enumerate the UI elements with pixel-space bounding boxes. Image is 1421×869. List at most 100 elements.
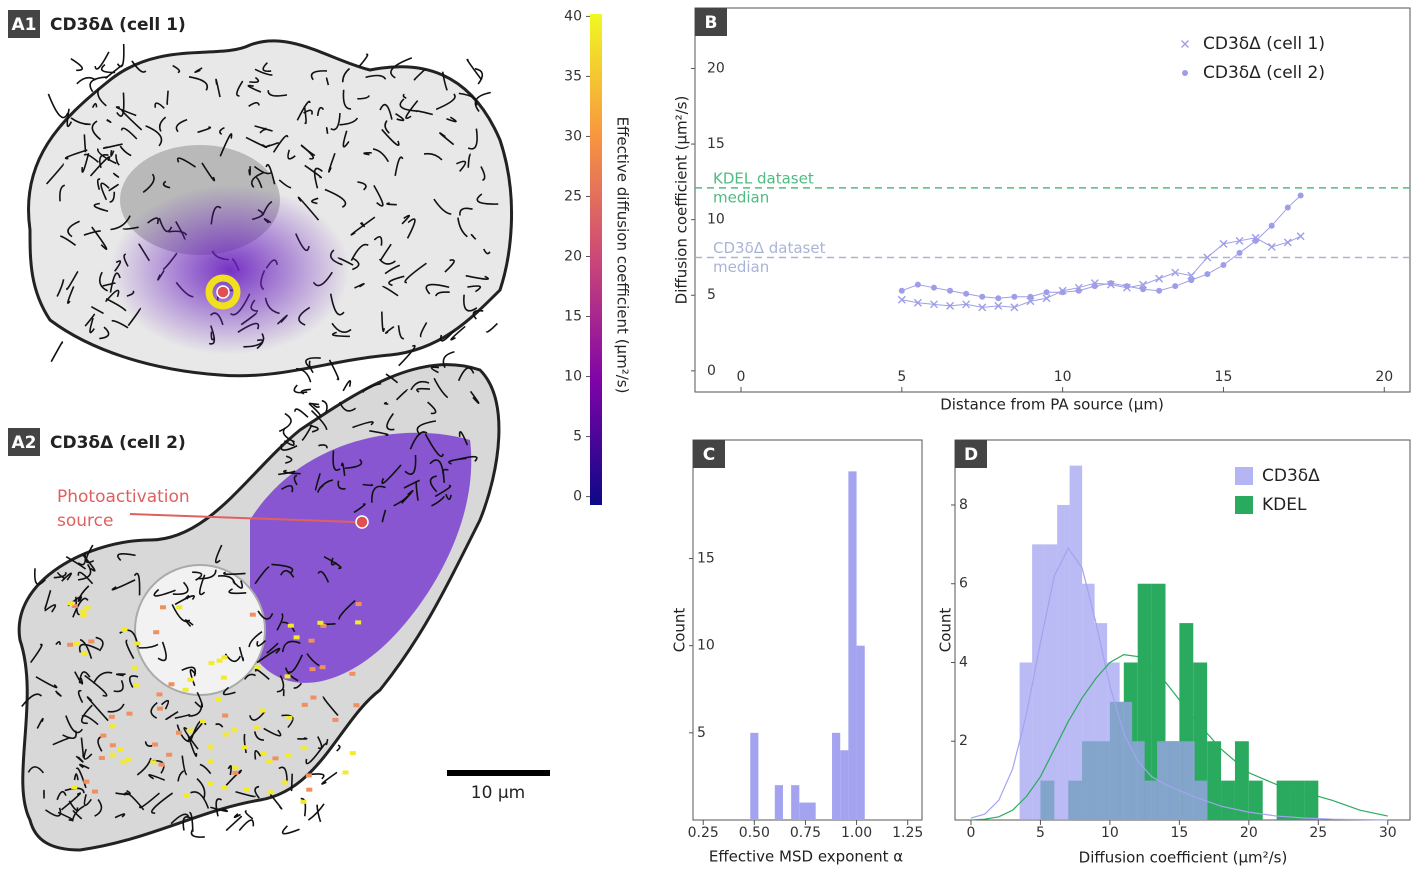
er-tubule (278, 179, 292, 189)
er-tubule (75, 755, 84, 763)
er-tubule (72, 597, 89, 618)
er-tubule (379, 243, 392, 261)
er-tubule (194, 691, 204, 708)
er-tubule (157, 641, 167, 662)
hot-spot (266, 759, 273, 764)
er-tubule (317, 736, 323, 750)
er-tubule (77, 585, 90, 603)
er-tubule (100, 182, 110, 201)
er-tubule (278, 766, 288, 782)
er-tubule (328, 152, 336, 173)
er-tubule (357, 95, 370, 100)
er-tubule (74, 671, 84, 685)
er-tubule (114, 813, 126, 819)
er-tubule (115, 789, 131, 796)
er-tubule (254, 125, 273, 132)
x-tick-label: 0 (967, 825, 976, 841)
hot-spot (176, 730, 183, 735)
er-tubule (381, 128, 400, 146)
er-tubule (384, 120, 390, 134)
er-tubule (311, 402, 321, 408)
er-tubule (257, 610, 274, 620)
er-tubule (385, 373, 399, 384)
hot-spot (156, 692, 163, 697)
er-tubule (294, 408, 309, 418)
er-tubule (314, 473, 321, 491)
pa-source-marker (216, 285, 230, 299)
histogram-bar (1290, 780, 1305, 820)
panel-label: C (703, 445, 715, 465)
er-tubule (410, 380, 430, 391)
er-tubule (467, 153, 472, 168)
hot-spot (243, 787, 250, 792)
er-tubule (90, 305, 104, 315)
er-tubule (319, 479, 334, 489)
er-tubule (467, 285, 482, 293)
er-tubule (424, 433, 444, 458)
panel-label: A2 (12, 433, 37, 453)
er-tubule (442, 351, 455, 369)
hot-spot (182, 687, 189, 692)
er-tubule (429, 475, 438, 493)
er-tubule (381, 464, 402, 484)
hot-spot (309, 667, 316, 672)
er-tubule (271, 563, 294, 574)
er-tubule (174, 713, 191, 719)
er-tubule (81, 152, 90, 173)
panel-label-box (955, 440, 987, 468)
hot-spot (80, 609, 87, 614)
er-tubule (280, 569, 295, 578)
legend-label: CD3δΔ (1262, 466, 1320, 486)
er-tubule (67, 286, 75, 304)
er-tubule (181, 755, 188, 776)
hot-spot (207, 758, 214, 763)
hot-spot (134, 641, 141, 646)
histogram-bar (774, 785, 783, 820)
er-tubule (89, 317, 95, 334)
hot-spot (293, 635, 300, 640)
y-tick-label: 0 (707, 363, 716, 379)
er-tubule (93, 202, 109, 212)
er-tubule (85, 544, 95, 564)
er-tubule (395, 113, 405, 122)
er-tubule (305, 357, 321, 369)
y-tick-label: 10 (707, 212, 725, 228)
legend-label: CD3δΔ (cell 2) (1203, 63, 1325, 83)
data-point (1156, 287, 1163, 294)
hot-ring (205, 274, 241, 310)
er-tubule (303, 109, 313, 115)
histogram-bar (1304, 780, 1319, 820)
er-tubule (59, 184, 66, 202)
er-tubule (342, 89, 352, 110)
hot-spot (208, 661, 215, 666)
er-tubule (81, 714, 99, 726)
er-tubule (98, 271, 108, 292)
hot-spot (133, 682, 140, 687)
er-tubule (313, 167, 323, 189)
x-tick-label: 1.00 (841, 825, 872, 841)
er-tubule (397, 325, 405, 340)
er-tubule (254, 566, 270, 585)
er-tubule (316, 106, 325, 117)
er-tubule (290, 773, 293, 792)
hot-spot (232, 770, 239, 775)
er-tubule (94, 51, 110, 70)
er-tubule (182, 816, 192, 831)
er-tubule (176, 724, 190, 743)
er-tubule (151, 792, 174, 814)
er-tubule (120, 127, 138, 140)
y-tick-label: 20 (707, 60, 725, 76)
annotation-arrow (129, 513, 356, 523)
hot-spot (84, 606, 91, 611)
er-tubule (459, 455, 478, 462)
diffusion-overlay (250, 432, 472, 683)
er-tubule (65, 555, 87, 570)
er-tubule (77, 689, 84, 703)
hot-spot (332, 717, 339, 722)
histogram-bar (807, 802, 816, 820)
er-tubule (109, 191, 116, 203)
er-tubule (331, 331, 350, 338)
histogram-bar (1044, 544, 1058, 820)
er-tubule (353, 503, 366, 514)
er-tubule (406, 218, 416, 239)
